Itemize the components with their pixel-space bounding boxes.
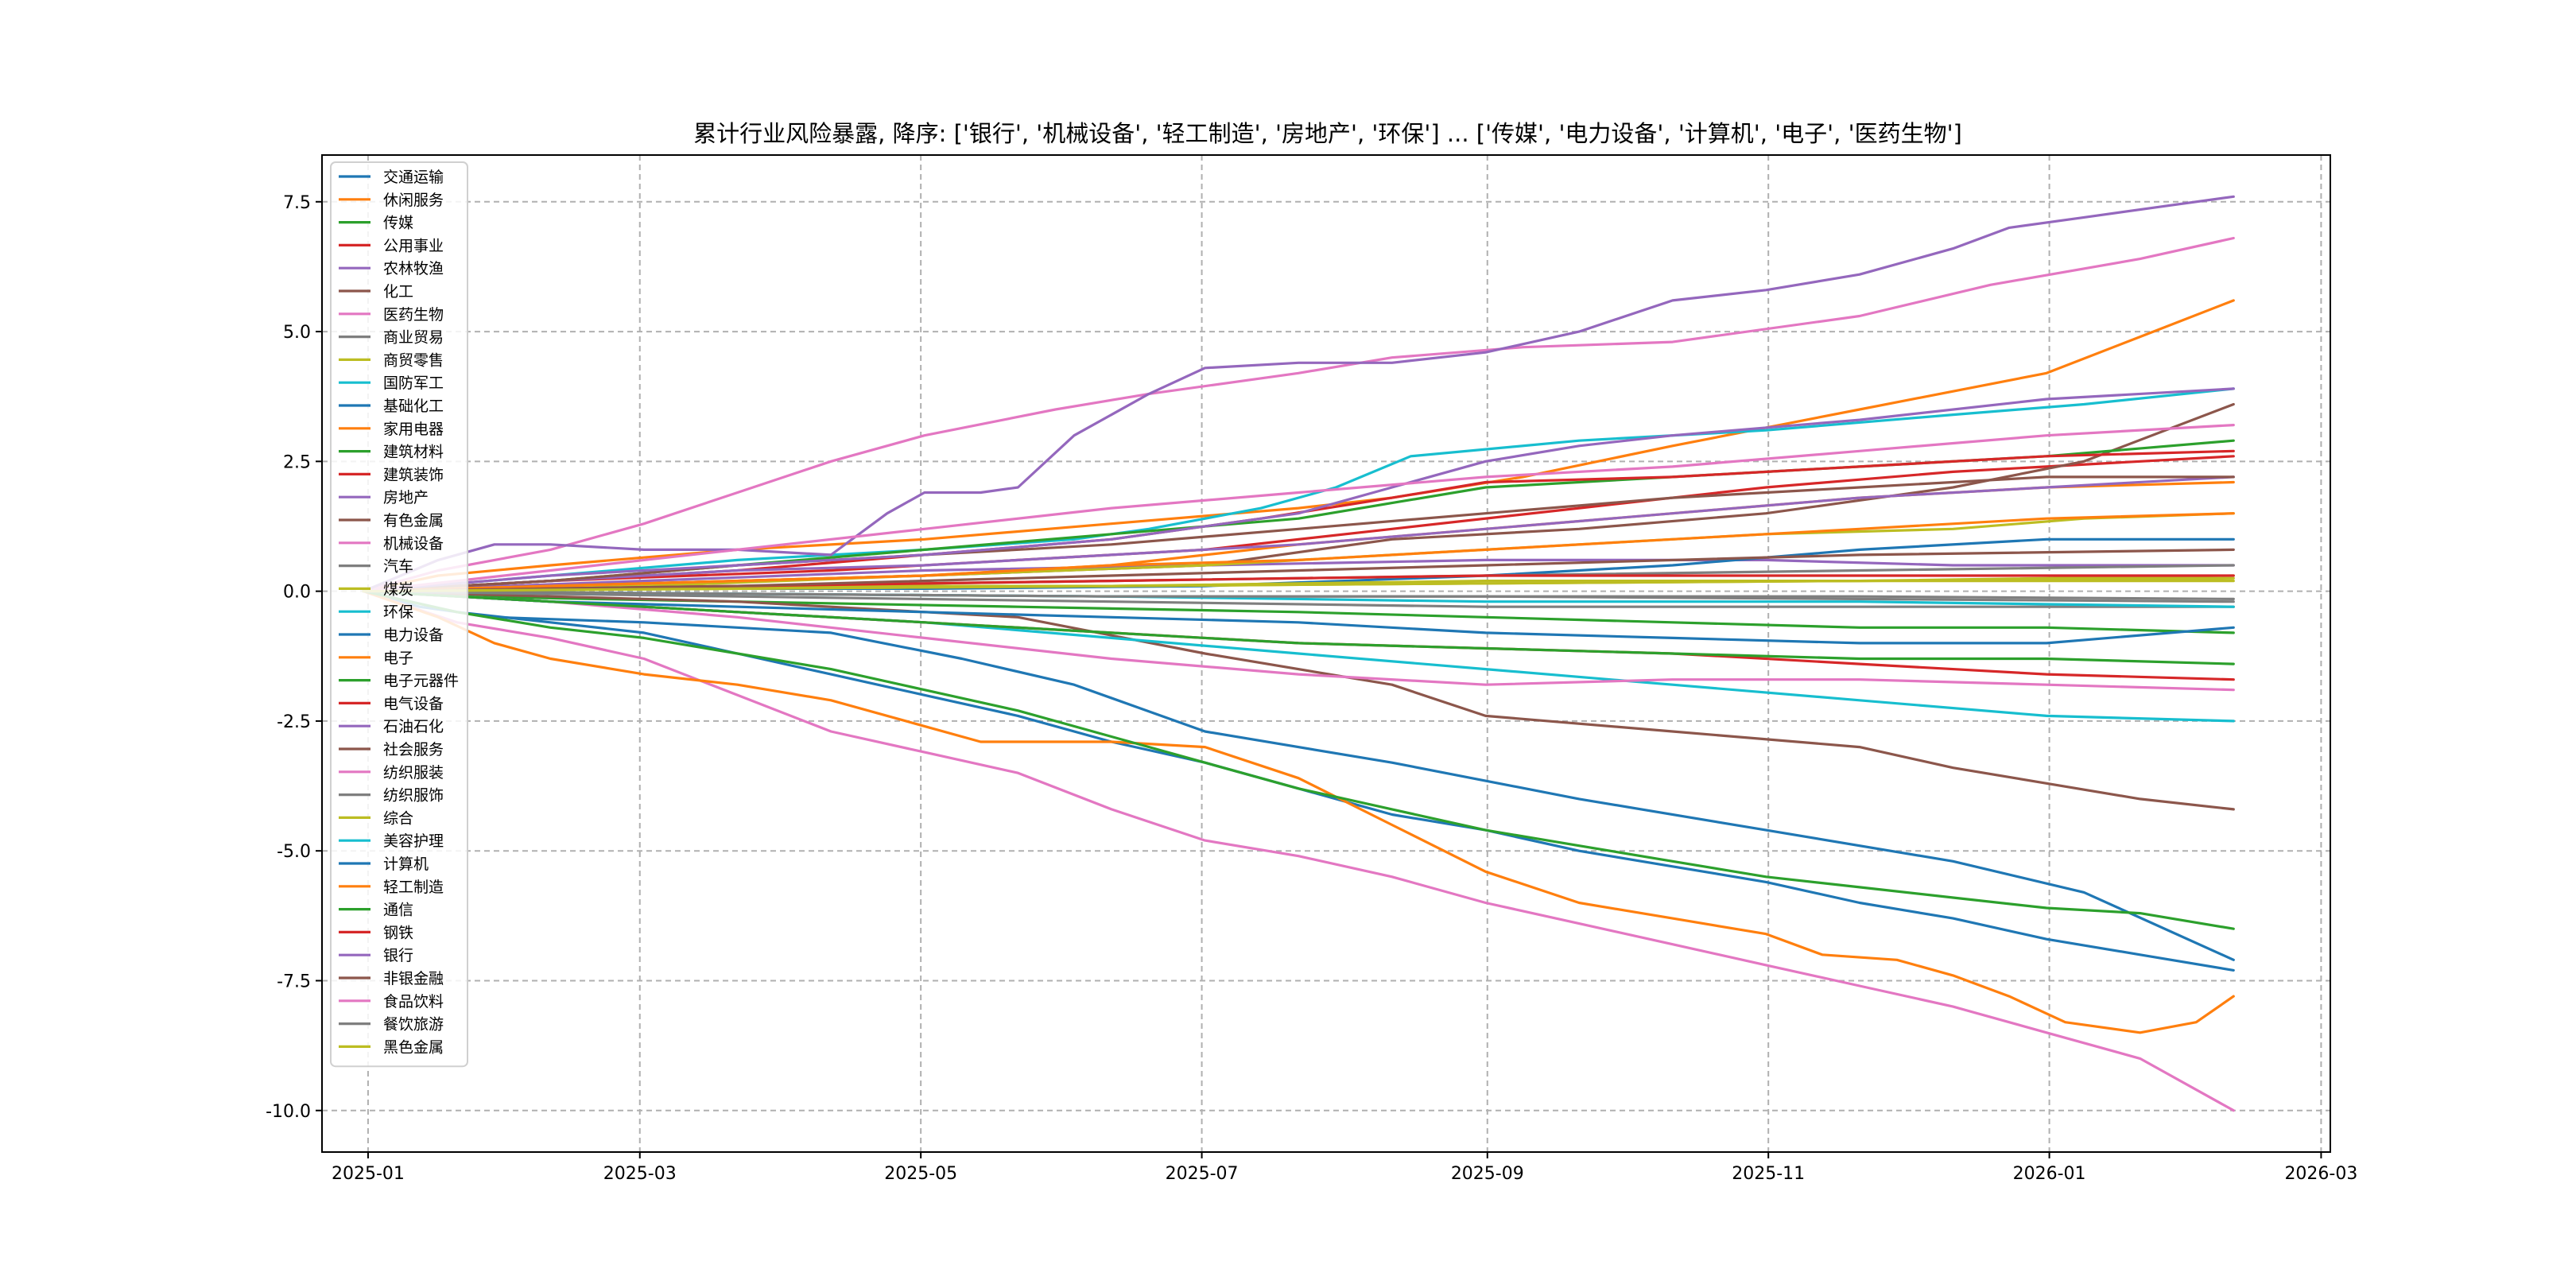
- legend-label: 公用事业: [383, 237, 444, 254]
- series-line-32: [362, 589, 2235, 665]
- series-line-22: [362, 589, 2235, 930]
- y-tick-label: 5.0: [283, 323, 311, 343]
- grid: [322, 155, 2330, 1152]
- series-line-31: [362, 512, 2235, 593]
- x-tick-label: 2025-03: [603, 1164, 677, 1184]
- y-tick-label: 0.0: [283, 583, 311, 603]
- x-tick-label: 2026-03: [2284, 1164, 2357, 1184]
- x-tick-label: 2025-05: [884, 1164, 957, 1184]
- legend-label: 汽车: [383, 558, 413, 576]
- y-tick-label: -10.0: [266, 1102, 311, 1122]
- series-line-26: [362, 589, 2235, 692]
- legend-label: 农林牧渔: [383, 260, 444, 277]
- series-line-36: [362, 423, 2235, 593]
- legend-label: 传媒: [383, 215, 413, 232]
- chart-title: 累计行业风险暴露, 降序: ['银行', '机械设备', '轻工制造', '房地…: [693, 120, 1962, 147]
- series-line-30: [362, 589, 2235, 645]
- legend-label: 休闲服务: [383, 192, 444, 209]
- series-line-35: [362, 548, 2235, 593]
- legend-label: 电力设备: [383, 627, 444, 644]
- y-axis: 7.5 5.0 2.5 0.0 -2.5 -5.0 -7.5 -10.0: [266, 193, 322, 1122]
- legend-label: 建筑装饰: [383, 466, 444, 483]
- legend-label: 计算机: [383, 855, 429, 873]
- plot-frame: [321, 154, 2331, 1153]
- y-tick-label: -2.5: [277, 712, 311, 732]
- legend-label: 有色金属: [383, 512, 444, 530]
- x-tick-label: 2025-09: [1451, 1164, 1524, 1184]
- legend-label: 电气设备: [383, 695, 444, 712]
- legend-label: 纺织服饰: [383, 787, 444, 805]
- legend-label: 纺织服装: [383, 764, 444, 782]
- y-tick-label: -5.0: [277, 842, 311, 862]
- series-line-1: [362, 299, 2235, 593]
- legend-label: 餐饮旅游: [383, 1016, 444, 1034]
- legend-label: 建筑材料: [383, 444, 444, 461]
- series-line-16: [362, 589, 2235, 1112]
- legend-label: 石油石化: [383, 718, 444, 735]
- series-line-34: [362, 387, 2235, 593]
- series-line-15: [362, 589, 2235, 811]
- legend-label: 房地产: [383, 489, 429, 506]
- legend-label: 非银金融: [383, 970, 444, 987]
- legend: 交通运输休闲服务传媒公用事业农林牧渔化工医药生物商业贸易商贸零售国防军工基础化工…: [330, 161, 468, 1068]
- series-line-4: [362, 558, 2235, 593]
- legend-label: 电子: [383, 650, 413, 667]
- legend-label: 基础化工: [383, 398, 444, 415]
- legend-label: 轻工制造: [383, 879, 444, 896]
- x-tick-label: 2026-01: [2013, 1164, 2086, 1184]
- x-axis: 2025-01 2025-03 2025-05 2025-07 2025-09 2025-…: [332, 1152, 2357, 1184]
- series-line-14: [362, 195, 2235, 593]
- legend-label: 机械设备: [383, 535, 444, 553]
- legend-label: 交通运输: [383, 169, 444, 186]
- legend-label: 钢铁: [383, 924, 413, 941]
- y-tick-label: 7.5: [283, 193, 311, 213]
- legend-label: 环保: [383, 603, 413, 621]
- series-line-3: [362, 455, 2235, 593]
- series-line-27: [362, 589, 2235, 608]
- legend-label: 医药生物: [383, 306, 444, 324]
- legend-label: 煤炭: [383, 580, 413, 598]
- legend-label: 食品饮料: [383, 993, 444, 1011]
- legend-label: 美容护理: [383, 832, 444, 850]
- x-tick-label: 2025-01: [332, 1164, 405, 1184]
- legend-label: 黑色金属: [383, 1038, 444, 1056]
- series-line-37: [362, 589, 2235, 601]
- series-line-25: [362, 475, 2235, 593]
- x-tick-label: 2025-11: [1732, 1164, 1805, 1184]
- series-group: [362, 195, 2235, 1112]
- legend-label: 国防军工: [383, 374, 444, 392]
- legend-label: 化工: [383, 283, 413, 301]
- legend-label: 通信: [383, 902, 413, 919]
- legend-label: 社会服务: [383, 741, 444, 758]
- legend-label: 家用电器: [383, 421, 444, 438]
- legend-label: 电子元器件: [383, 673, 459, 690]
- legend-label: 银行: [383, 947, 413, 964]
- series-line-38: [362, 576, 2235, 593]
- legend-label: 商贸零售: [383, 351, 444, 369]
- y-tick-label: 2.5: [283, 452, 311, 472]
- x-tick-label: 2025-07: [1166, 1164, 1239, 1184]
- series-line-21: [362, 589, 2235, 1034]
- series-line-2: [362, 589, 2235, 634]
- legend-label: 商业贸易: [383, 329, 444, 347]
- y-tick-label: -7.5: [277, 972, 311, 991]
- legend-label: 综合: [383, 809, 413, 827]
- series-line-24: [362, 475, 2235, 593]
- series-line-9: [362, 387, 2235, 593]
